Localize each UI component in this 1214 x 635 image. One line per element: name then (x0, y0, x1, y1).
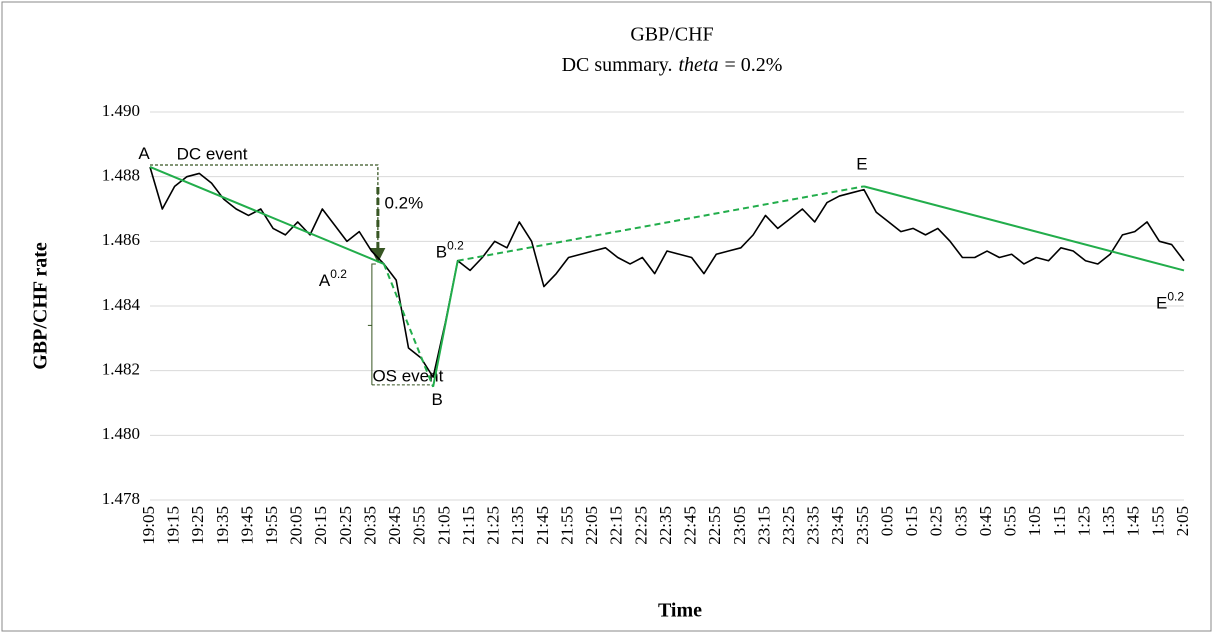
trend-segment (432, 260, 459, 388)
event-letter: A (319, 271, 331, 290)
x-tick-label: 21:15 (459, 506, 478, 545)
os-bracket (371, 263, 376, 385)
x-axis-title: Time (658, 600, 702, 622)
event-letter: B (431, 390, 442, 409)
event-sup: 0.2 (447, 239, 464, 253)
x-tick-label: 19:35 (213, 506, 232, 545)
x-tick-label: 22:25 (631, 506, 650, 545)
y-tick-label: 1.484 (102, 295, 141, 314)
x-tick-label: 21:05 (434, 506, 453, 545)
x-tick-label: 23:15 (754, 506, 773, 545)
y-axis-title: GBP/CHF rate (30, 242, 52, 370)
x-tick-label: 19:15 (164, 506, 183, 545)
x-tick-label: 1:55 (1148, 506, 1167, 536)
x-tick-label: 0:45 (976, 506, 995, 536)
y-tick-label: 1.478 (102, 489, 140, 508)
x-tick-label: 23:55 (853, 506, 872, 545)
chart-subtitle: DC summary. theta = 0.2% (562, 54, 783, 76)
y-tick-label: 1.480 (102, 424, 140, 443)
dc-event-label: DC event (177, 144, 248, 163)
x-tick-label: 0:35 (951, 506, 970, 536)
x-tick-label: 21:35 (508, 506, 527, 545)
data-line (149, 166, 1185, 378)
x-tick-label: 20:05 (287, 506, 306, 545)
x-tick-label: 22:55 (705, 506, 724, 545)
event-label: E (856, 155, 867, 174)
subtitle-part: DC summary. (562, 54, 673, 76)
event-label: B (431, 390, 442, 409)
x-tick-label: 0:25 (927, 506, 946, 536)
x-tick-label: 1:35 (1099, 506, 1118, 536)
event-sup: 0.2 (1167, 290, 1184, 304)
x-tick-label: 22:35 (656, 506, 675, 545)
event-letter: E (856, 155, 867, 174)
x-tick-label: 20:55 (410, 506, 429, 545)
x-tick-label: 21:55 (557, 506, 576, 545)
threshold-label: 0.2% (385, 193, 424, 212)
x-tick-label: 1:15 (1050, 506, 1069, 536)
trend-segment (382, 263, 435, 388)
x-tick-label: 19:55 (262, 506, 281, 545)
event-label: E0.2 (1156, 290, 1184, 313)
trend-segment (457, 185, 865, 262)
y-tick-label: 1.490 (102, 101, 140, 120)
x-tick-label: 20:35 (360, 506, 379, 545)
trend-segment (863, 185, 1185, 272)
x-tick-label: 20:15 (311, 506, 330, 545)
event-label: B0.2 (436, 239, 464, 262)
trend-segment (149, 166, 385, 265)
x-tick-label: 20:25 (336, 506, 355, 545)
x-tick-label: 23:35 (804, 506, 823, 545)
y-tick-label: 1.486 (102, 230, 140, 249)
x-tick-label: 0:55 (1001, 506, 1020, 536)
event-letter: E (1156, 294, 1167, 313)
x-tick-label: 21:45 (533, 506, 552, 545)
chart-title: GBP/CHF (630, 24, 713, 46)
subtitle-part: theta (678, 54, 718, 76)
event-sup: 0.2 (330, 267, 347, 281)
x-tick-label: 20:45 (385, 506, 404, 545)
x-tick-label: 2:05 (1173, 506, 1192, 536)
event-label: A0.2 (319, 267, 347, 290)
event-letter: B (436, 243, 447, 262)
y-tick-label: 1.482 (102, 360, 140, 379)
x-tick-label: 0:15 (902, 506, 921, 536)
x-tick-label: 19:05 (139, 506, 158, 545)
x-tick-label: 0:05 (877, 506, 896, 536)
x-tick-label: 1:05 (1025, 506, 1044, 536)
x-tick-label: 23:45 (828, 506, 847, 545)
event-label: A (138, 144, 150, 163)
x-tick-label: 22:15 (607, 506, 626, 545)
event-letter: A (138, 144, 150, 163)
y-tick-label: 1.488 (102, 166, 140, 185)
x-tick-label: 1:45 (1124, 506, 1143, 536)
x-tick-label: 22:45 (681, 506, 700, 545)
x-tick-label: 23:25 (779, 506, 798, 545)
x-tick-label: 19:45 (237, 506, 256, 545)
dc-bracket (150, 164, 379, 256)
x-tick-label: 21:25 (484, 506, 503, 545)
subtitle-part: = 0.2% (724, 54, 782, 76)
x-tick-label: 1:25 (1074, 506, 1093, 536)
x-tick-label: 23:05 (730, 506, 749, 545)
x-tick-label: 22:05 (582, 506, 601, 545)
x-tick-label: 19:25 (188, 506, 207, 545)
